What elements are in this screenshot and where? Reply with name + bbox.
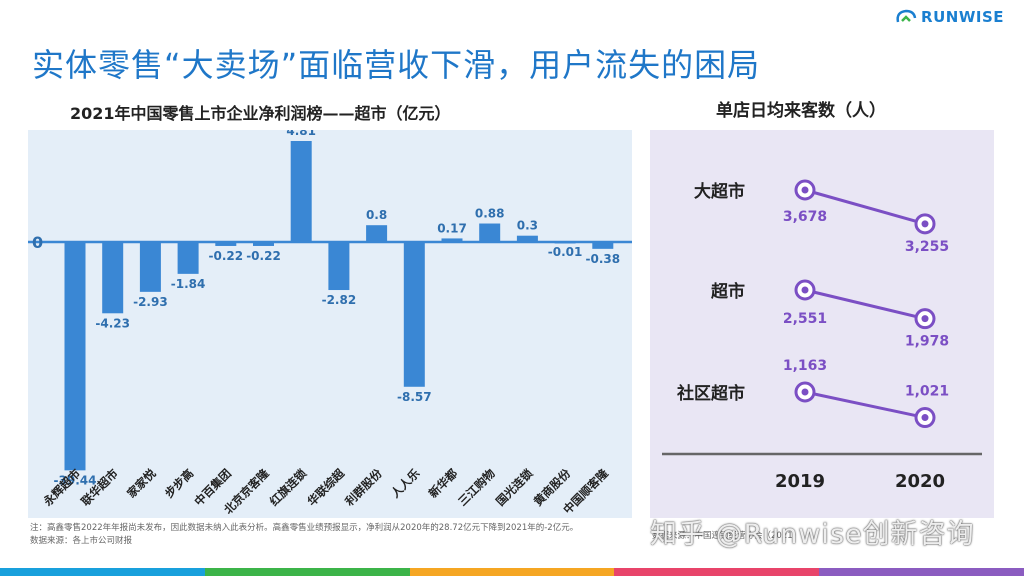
- bar-永辉超市: [64, 242, 86, 471]
- runwise-logo: RUNWISE: [895, 8, 1004, 26]
- value-label-三江购物: 0.88: [475, 207, 505, 221]
- bar-利群股份: [366, 225, 388, 242]
- bar-中百集团: [215, 242, 237, 246]
- point-dot-社区超市-2019: [801, 388, 809, 396]
- value-label-黄商股份: -0.01: [548, 245, 583, 259]
- category-label-国光连锁: 国光连锁: [493, 466, 536, 509]
- category-label-华联综超: 华联综超: [305, 466, 348, 509]
- data-label-大超市-2020: 3,255: [905, 239, 949, 255]
- page-title: 实体零售“大卖场”面临营收下滑，用户流失的困局: [32, 46, 761, 84]
- traffic-chart-panel: 3,678 3,255 大超市 2,551 1,978 超市 1,163 1,021 社区超市 2…: [650, 130, 994, 518]
- bar-中国顺客隆: [592, 242, 614, 249]
- value-label-华联综超: -2.82: [322, 293, 357, 307]
- zero-label: 0: [32, 233, 43, 252]
- category-label-步步高: 步步高: [162, 466, 196, 500]
- bar-北京京客隆: [253, 242, 274, 246]
- point-dot-超市-2020: [921, 315, 929, 323]
- series-line-超市: [804, 288, 926, 321]
- bar-chart-title: 2021年中国零售上市企业净利润榜——超市（亿元）: [70, 104, 451, 123]
- stripe-segment: [409, 568, 615, 576]
- value-label-联华超市: -4.23: [95, 316, 130, 330]
- category-label-红旗连锁: 红旗连锁: [267, 466, 310, 509]
- series-name-社区超市: 社区超市: [676, 383, 745, 404]
- value-label-红旗连锁: 4.81: [286, 130, 316, 138]
- value-label-步步高: -1.84: [171, 277, 206, 291]
- point-dot-超市-2019: [801, 286, 809, 294]
- bar-华联综超: [328, 242, 350, 291]
- value-label-家家悦: -2.93: [133, 295, 168, 309]
- series-name-超市: 超市: [711, 281, 745, 302]
- footnote-line-1: 注：高鑫零售2022年年报尚未发布，因此数据未纳入此表分析。高鑫零售业绩预报显示…: [30, 523, 579, 533]
- stripe-segment: [0, 568, 205, 576]
- stripe-segment: [819, 568, 1024, 576]
- category-label-三江购物: 三江购物: [455, 466, 498, 509]
- runwise-logo-icon: [896, 9, 917, 23]
- x-tick-2019: 2019: [775, 471, 825, 492]
- footnote-line-2: 数据来源：各上市公司财报: [30, 536, 133, 546]
- value-label-利群股份: 0.8: [366, 208, 387, 222]
- daily-traffic-line-chart: 3,678 3,255 大超市 2,551 1,978 超市 1,163 1,021 社区超市 2…: [662, 179, 982, 492]
- value-label-永辉超市: -39.44: [54, 473, 97, 487]
- series-line-大超市: [804, 188, 926, 226]
- stripe-segment: [614, 568, 820, 576]
- bar-chart-panel: -39.44 永辉超市 -4.23 联华超市 -2.93 家家悦 -1.84 步步高 -0.22…: [28, 130, 632, 518]
- bar-联华超市: [102, 242, 124, 314]
- net-profit-bar-chart: -39.44永辉超市-4.23联华超市-2.93家家悦-1.84步步高-0.22…: [28, 130, 632, 517]
- bar-国光连锁: [516, 235, 538, 242]
- data-label-大超市-2019: 3,678: [783, 209, 827, 225]
- stripe-segment: [204, 568, 410, 576]
- point-dot-大超市-2019: [801, 186, 809, 194]
- bottom-color-stripe: [0, 568, 1024, 576]
- value-label-中百集团: -0.22: [209, 249, 244, 263]
- series-line-社区超市: [804, 390, 926, 420]
- bar-三江购物: [479, 223, 501, 242]
- data-label-社区超市-2019: 1,163: [783, 358, 827, 374]
- watermark: 知乎 @Runwise创新咨询: [650, 519, 975, 550]
- footnote-right: 数据来源：中国连锁经营协会（2021）: [652, 531, 802, 541]
- bar-新华都: [441, 238, 463, 242]
- category-label-新华都: 新华都: [426, 466, 461, 501]
- data-label-社区超市-2020: 1,021: [905, 384, 949, 400]
- category-label-人人乐: 人人乐: [388, 466, 423, 501]
- point-dot-社区超市-2020: [921, 414, 929, 422]
- bar-人人乐: [403, 242, 425, 387]
- data-label-超市-2020: 1,978: [905, 334, 949, 350]
- value-label-人人乐: -8.57: [397, 390, 432, 404]
- footnote: 注：高鑫零售2022年年报尚未发布，因此数据未纳入此表分析。高鑫零售业绩预报显示…: [30, 522, 578, 548]
- point-dot-大超市-2020: [921, 220, 929, 228]
- value-label-国光连锁: 0.3: [517, 219, 538, 233]
- category-label-家家悦: 家家悦: [124, 466, 159, 501]
- series-name-大超市: 大超市: [694, 181, 745, 202]
- line-chart-title: 单店日均来客数（人）: [716, 101, 886, 121]
- logo-text: RUNWISE: [921, 8, 1004, 26]
- x-tick-2020: 2020: [895, 471, 945, 492]
- category-label-利群股份: 利群股份: [342, 466, 385, 509]
- value-label-中国顺客隆: -0.38: [586, 252, 621, 266]
- value-label-新华都: 0.17: [437, 221, 467, 235]
- bar-家家悦: [139, 242, 161, 292]
- bar-红旗连锁: [290, 140, 312, 242]
- value-label-北京京客隆: -0.22: [246, 249, 281, 263]
- data-label-超市-2019: 2,551: [783, 311, 827, 327]
- bar-步步高: [177, 242, 199, 274]
